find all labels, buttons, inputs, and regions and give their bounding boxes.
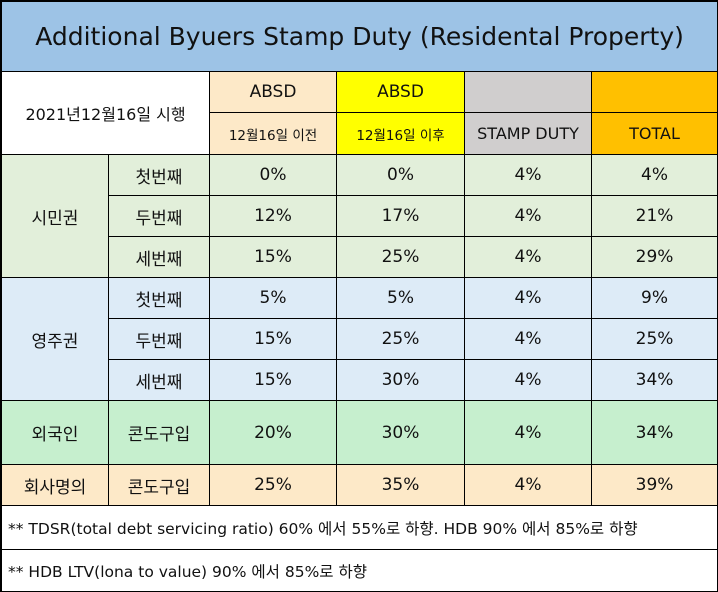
stamp-duty-cell: 4% xyxy=(464,359,592,401)
total-header: TOTAL xyxy=(590,112,718,155)
total-cell: 4% xyxy=(590,154,718,196)
absd-before-cell: 20% xyxy=(209,400,337,465)
stamp-duty-cell: 4% xyxy=(464,236,592,278)
absd-before-cell: 15% xyxy=(209,359,337,401)
purchase-order-cell: 세번째 xyxy=(108,359,210,401)
purchase-order-cell: 첫번째 xyxy=(108,277,210,319)
absd-before-cell: 25% xyxy=(209,464,337,506)
absd-before-cell: 5% xyxy=(209,277,337,319)
table-row: 세번째 15% 30% 4% 34% xyxy=(2,359,718,401)
stamp-duty-header: STAMP DUTY xyxy=(464,112,592,155)
table-title: Additional Byuers Stamp Duty (Residental… xyxy=(0,1,718,72)
group-label: 외국인 xyxy=(1,400,109,465)
total-header-top xyxy=(590,71,718,113)
absd-after-cell: 5% xyxy=(336,277,465,319)
note-row: ** HDB LTV(lona to value) 90% 에서 85%로 하향 xyxy=(0,549,718,592)
table-row: 세번째 15% 25% 4% 29% xyxy=(2,236,718,278)
group-label: 회사명의 xyxy=(1,464,109,506)
total-cell: 34% xyxy=(590,359,718,401)
absd-after-cell: 30% xyxy=(336,400,465,465)
absd-after-header: ABSD xyxy=(336,71,465,113)
absd-before-cell: 15% xyxy=(209,318,337,360)
purchase-order-cell: 콘도구입 xyxy=(108,400,210,465)
total-cell: 39% xyxy=(590,464,718,506)
note-row: ** TDSR(total debt servicing ratio) 60% … xyxy=(0,505,718,550)
absd-after-cell: 25% xyxy=(336,318,465,360)
stamp-duty-cell: 4% xyxy=(464,464,592,506)
absd-before-cell: 0% xyxy=(209,154,337,196)
table-row: 회사명의 콘도구입 25% 35% 4% 39% xyxy=(1,464,718,506)
stamp-duty-header-top xyxy=(464,71,592,113)
table-row: 시민권 첫번째 0% 0% 4% 4% xyxy=(1,154,718,278)
effective-date-header: 2021년12월16일 시행 xyxy=(1,71,210,155)
total-cell: 25% xyxy=(590,318,718,360)
absd-before-cell: 15% xyxy=(209,236,337,278)
stamp-duty-cell: 4% xyxy=(464,195,592,237)
table-row: 외국인 콘도구입 20% 30% 4% 34% xyxy=(1,400,718,465)
total-cell: 34% xyxy=(590,400,718,465)
absd-before-subheader: 12월16일 이전 xyxy=(209,112,337,155)
total-cell: 9% xyxy=(590,277,718,319)
absd-after-cell: 35% xyxy=(336,464,465,506)
absd-after-cell: 17% xyxy=(336,195,465,237)
purchase-order-cell: 세번째 xyxy=(108,236,210,278)
footnote: ** HDB LTV(lona to value) 90% 에서 85%로 하향 xyxy=(0,549,718,592)
stamp-duty-cell: 4% xyxy=(464,318,592,360)
footnote: ** TDSR(total debt servicing ratio) 60% … xyxy=(0,505,718,550)
absd-after-cell: 30% xyxy=(336,359,465,401)
absd-after-cell: 25% xyxy=(336,236,465,278)
absd-after-subheader: 12월16일 이후 xyxy=(336,112,465,155)
purchase-order-cell: 두번째 xyxy=(108,195,210,237)
purchase-order-cell: 콘도구입 xyxy=(108,464,210,506)
absd-before-header: ABSD xyxy=(209,71,337,113)
stamp-duty-cell: 4% xyxy=(464,154,592,196)
group-label: 영주권 xyxy=(1,277,109,401)
absd-before-cell: 12% xyxy=(209,195,337,237)
purchase-order-cell: 두번째 xyxy=(108,318,210,360)
table-row: 영주권 첫번째 5% 5% 4% 9% xyxy=(1,277,718,401)
group-label: 시민권 xyxy=(1,154,109,278)
total-cell: 21% xyxy=(590,195,718,237)
stamp-duty-cell: 4% xyxy=(464,277,592,319)
table-row: 두번째 15% 25% 4% 25% xyxy=(2,318,718,360)
purchase-order-cell: 첫번째 xyxy=(108,154,210,196)
stamp-duty-cell: 4% xyxy=(464,400,592,465)
absd-after-cell: 0% xyxy=(336,154,465,196)
total-cell: 29% xyxy=(590,236,718,278)
table-row: 두번째 12% 17% 4% 21% xyxy=(2,195,718,237)
